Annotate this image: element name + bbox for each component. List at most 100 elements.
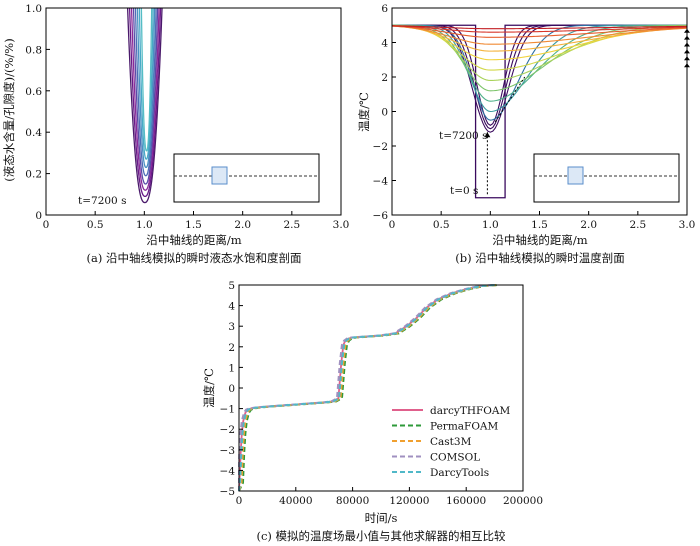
inset-square [567, 166, 584, 185]
x-tick-label: 2.0 [234, 219, 251, 231]
edge-arrowhead [684, 56, 690, 61]
saturation-curves [126, 7, 163, 204]
y-tick-label: −2 [220, 424, 235, 436]
y-tick-label: 0 [381, 107, 388, 119]
x-tick-label: 80000 [336, 495, 369, 507]
x-tick-label: 1.5 [531, 219, 548, 231]
x-tick-label: 2.5 [629, 219, 646, 231]
temp-curve [391, 25, 688, 45]
panel-b-annotation-0: t=0 s [450, 185, 478, 197]
x-tick-label: 200000 [503, 495, 543, 507]
legend-label: COMSOL [430, 452, 480, 464]
legend-label: darcyTHFOAM [430, 405, 510, 417]
panel-b-caption: (b) 沿中轴线模拟的瞬时温度剖面 [455, 251, 625, 265]
temp-curve [391, 25, 688, 38]
x-tick-label: 3.0 [679, 219, 696, 231]
saturation-curve [138, 7, 154, 160]
early-temp-curve [392, 24, 687, 130]
inset-box [173, 153, 320, 203]
y-tick-label: 5 [228, 280, 235, 292]
panel-c-frame [238, 284, 524, 492]
y-tick-label: 0.8 [25, 44, 42, 56]
inset-square [211, 166, 228, 185]
saturation-curve [136, 7, 156, 169]
edge-arrowhead [684, 35, 690, 40]
x-tick-label: 1.0 [482, 219, 499, 231]
panel-c: 0 40000 80000 120000 160000 200000 −5 −4 −3 −2 −1 0… [202, 280, 543, 543]
panel-a-xlabel: 沿中轴线的距离/m [146, 233, 241, 247]
y-tick-label: 6 [381, 3, 388, 15]
panel-b-ylabel: 温度/℃ [357, 92, 371, 132]
y-tick-label: −6 [373, 210, 389, 222]
x-tick-label: 0 [389, 219, 396, 231]
legend: darcyTHFOAM PermaFOAM Cast3M COMSOL DarcyToo… [392, 405, 510, 479]
panel-b-arrows [484, 28, 690, 195]
panel-a-ylabel: (液态水含量/孔隙度)/(%/%) [2, 38, 16, 181]
edge-arrowhead [684, 28, 690, 33]
x-tick-label: 1.0 [136, 219, 153, 231]
saturation-curve [126, 7, 163, 204]
panel-a-annotation: t=7200 s [78, 195, 126, 207]
y-tick-label: 2 [381, 72, 388, 84]
x-tick-label: 1.5 [185, 219, 202, 231]
edge-arrowhead [684, 49, 690, 54]
y-tick-label: 0.6 [25, 86, 42, 98]
saturation-curve [128, 7, 162, 198]
rise-arrowhead [484, 132, 491, 138]
saturation-curve [132, 7, 159, 185]
y-tick-label: 3 [228, 321, 235, 333]
legend-label: PermaFOAM [430, 421, 499, 433]
panel-b: 0 0.5 1.0 1.5 2.0 2.5 3.0 −6 −4 −2 0 2 4 6 t=7200 s t… [357, 3, 695, 265]
x-tick-label: 120000 [389, 495, 429, 507]
saturation-curve [140, 7, 153, 152]
panel-a-inset [173, 153, 320, 203]
panel-b-xlabel: 沿中轴线的距离/m [492, 233, 587, 247]
y-tick-label: −2 [373, 141, 388, 153]
y-tick-label: 0.2 [25, 169, 42, 181]
early-temp-curve [392, 24, 687, 133]
x-tick-label: 0 [236, 495, 243, 507]
legend-label: Cast3M [430, 436, 472, 448]
panel-c-caption: (c) 模拟的温度场最小值与其他求解器的相互比较 [256, 529, 506, 543]
y-tick-label: −4 [220, 465, 236, 477]
series-PermaFOAM [238, 284, 499, 492]
y-tick-label: 0 [228, 383, 235, 395]
y-tick-label: 1.0 [25, 3, 42, 15]
panel-a: 0 0.5 1.0 1.5 2.0 2.5 3.0 0 0.2 0.4 0.6 0.8 1.0 t=72… [2, 3, 349, 265]
diagonal-arrow [494, 76, 526, 123]
min-temperature-curves [238, 284, 499, 492]
y-tick-label: 4 [228, 301, 235, 313]
y-tick-label: 0 [35, 210, 42, 222]
y-tick-label: 1 [228, 362, 235, 374]
legend-label: DarcyTools [430, 467, 489, 479]
temp-curve [391, 25, 688, 52]
panel-a-caption: (a) 沿中轴线模拟的瞬时液态水饱和度剖面 [87, 251, 302, 265]
y-tick-label: −4 [373, 176, 389, 188]
y-tick-label: 4 [381, 38, 388, 50]
early-temp-curve [392, 24, 687, 126]
edge-arrowhead [684, 42, 690, 47]
temp-curve [392, 24, 687, 121]
x-tick-label: 0.5 [87, 219, 104, 231]
temperature-curves [391, 24, 688, 199]
temp-curve [391, 25, 688, 30]
y-tick-label: 0.4 [25, 127, 42, 139]
temp-curve [392, 24, 687, 102]
temp-curve [391, 25, 688, 33]
y-tick-label: −1 [220, 404, 235, 416]
saturation-curve [130, 7, 160, 191]
x-tick-label: 2.0 [580, 219, 597, 231]
series-DarcyTools [238, 284, 496, 492]
panel-c-xlabel: 时间/s [365, 511, 398, 525]
panel-c-ylabel: 温度/℃ [202, 368, 216, 408]
x-tick-label: 0 [43, 219, 50, 231]
y-tick-label: 2 [228, 342, 235, 354]
x-tick-label: 0.5 [433, 219, 450, 231]
x-tick-label: 2.5 [283, 219, 300, 231]
panel-b-annotation-7200: t=7200 s [439, 130, 487, 142]
x-tick-label: 160000 [446, 495, 486, 507]
series-COMSOL [238, 284, 494, 491]
series-Cast3M [238, 284, 497, 492]
panel-b-inset [533, 153, 680, 203]
